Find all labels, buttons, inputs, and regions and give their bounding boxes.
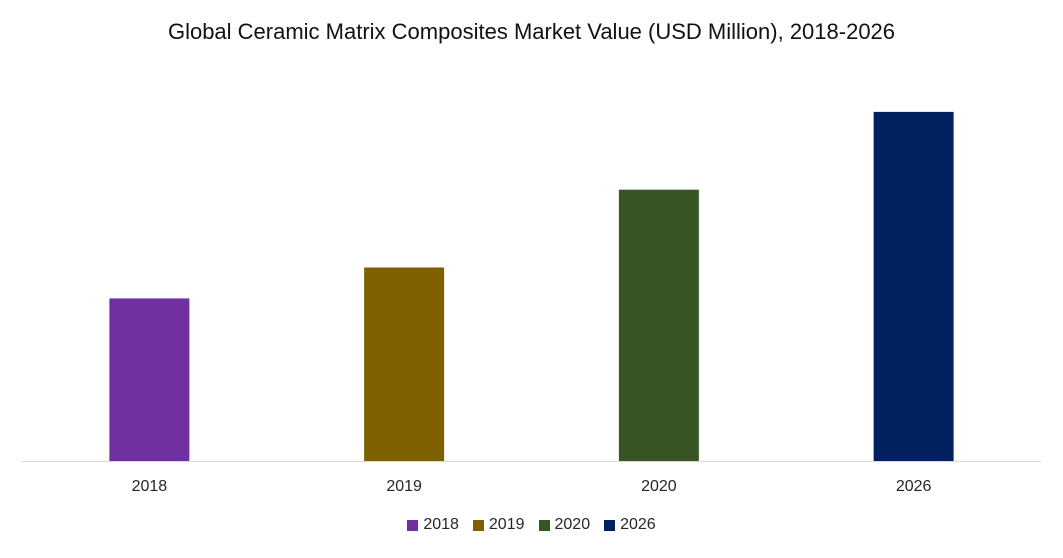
legend-swatch-2019 — [472, 519, 484, 531]
bar-chart: 2018 2019 2020 2026 — [22, 111, 1041, 495]
legend-item-2026: 2026 — [604, 516, 656, 534]
legend-swatch-2020 — [538, 519, 550, 531]
x-tick-label-2020: 2020 — [641, 478, 677, 495]
bars-group — [109, 111, 954, 461]
legend-label-2020: 2020 — [554, 516, 591, 533]
legend-swatch-2018 — [407, 519, 419, 531]
legend-item-2019: 2019 — [472, 516, 525, 534]
x-tick-labels: 2018 2019 2020 2026 — [132, 478, 932, 495]
bar-2018 — [109, 298, 190, 461]
bar-2026 — [873, 111, 954, 461]
legend-label-2026: 2026 — [620, 516, 656, 533]
x-tick-label-2026: 2026 — [896, 478, 932, 495]
legend-label-2018: 2018 — [423, 516, 459, 533]
bar-2020 — [618, 189, 699, 461]
chart-legend: 2018 2019 2020 2026 — [0, 516, 1063, 534]
legend-item-2020: 2020 — [538, 516, 591, 534]
bar-2019 — [364, 267, 445, 461]
legend-swatch-2026 — [604, 519, 616, 531]
legend-item-2018: 2018 — [407, 516, 459, 534]
x-tick-label-2018: 2018 — [132, 478, 168, 495]
legend-label-2019: 2019 — [488, 516, 525, 533]
x-tick-label-2019: 2019 — [386, 478, 422, 495]
chart-title: Global Ceramic Matrix Composites Market … — [167, 19, 896, 44]
